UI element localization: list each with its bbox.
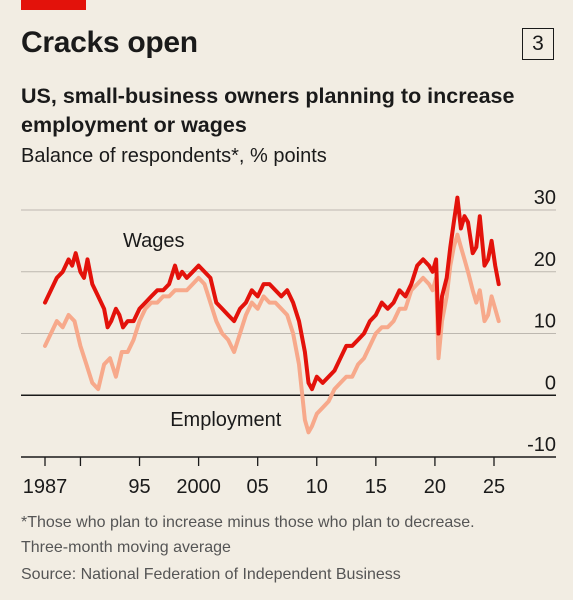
chart-title: Cracks open [21,26,198,59]
brand-accent-bar [21,0,86,10]
x-tick-label: 05 [247,476,269,498]
y-tick-label: 10 [534,311,556,333]
footnote: *Those who plan to increase minus those … [21,514,475,531]
series-label-employment: Employment [170,409,282,431]
y-tick-label: 0 [545,372,556,394]
source-note: Source: National Federation of Independe… [21,566,401,583]
series-line-employment [43,232,501,435]
y-tick-label: -10 [527,434,556,456]
series-label-wages: Wages [123,230,185,252]
series-line-wages [43,195,501,392]
footnote-moving-average: Three-month moving average [21,539,231,556]
y-tick-label: 30 [534,187,556,209]
chart-number-badge: 3 [522,28,554,60]
x-tick-label: 15 [365,476,387,498]
chart-units-label: Balance of respondents*, % points [21,145,327,167]
y-tick-label: 20 [534,249,556,271]
x-tick-label: 1987 [23,476,68,498]
chart-subtitle: US, small-business owners planning to in… [21,84,515,137]
x-tick-label: 10 [306,476,328,498]
x-tick-label: 25 [483,476,505,498]
x-tick-label: 95 [128,476,150,498]
x-tick-label: 20 [424,476,446,498]
x-tick-label: 2000 [176,476,221,498]
